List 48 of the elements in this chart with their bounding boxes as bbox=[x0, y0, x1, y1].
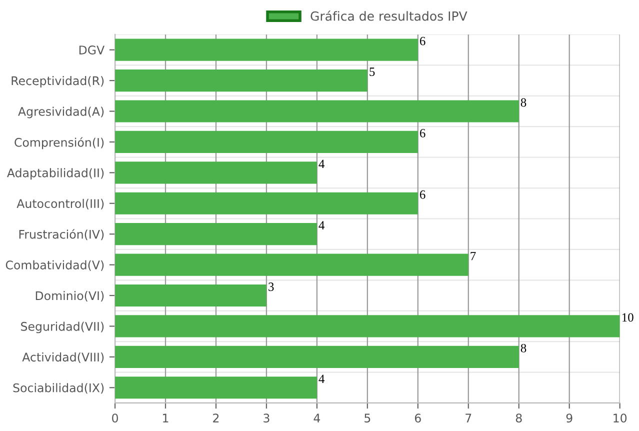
y-tick-label: Sociabilidad(IX) bbox=[13, 383, 104, 394]
y-tick-label: Adaptabilidad(II) bbox=[7, 168, 104, 180]
data-label: 8 bbox=[520, 98, 526, 107]
data-label: 6 bbox=[420, 36, 426, 46]
bar bbox=[115, 100, 519, 122]
data-label: 8 bbox=[520, 344, 526, 352]
bar bbox=[115, 223, 317, 246]
bar bbox=[115, 376, 317, 399]
bar bbox=[115, 130, 418, 154]
x-tick-label: 3 bbox=[264, 414, 270, 423]
data-label: 6 bbox=[420, 190, 426, 199]
legend-label: Gráfica de resultados IPV bbox=[310, 10, 468, 21]
bar bbox=[115, 315, 620, 338]
y-tick-label: Actividad(VIII) bbox=[22, 352, 104, 363]
y-tick-label: DGV bbox=[79, 46, 105, 54]
y-tick-label: Receptividad(R) bbox=[12, 76, 104, 88]
y-tick-label: Combatividad(V) bbox=[6, 260, 104, 271]
y-tick-label: Agresividad(A) bbox=[18, 106, 104, 118]
x-tick-label: 8 bbox=[516, 414, 522, 423]
data-label: 4 bbox=[318, 160, 325, 168]
data-label: 7 bbox=[470, 252, 476, 260]
x-tick-label: 10 bbox=[614, 414, 627, 423]
x-tick-label: 6 bbox=[414, 414, 421, 423]
x-tick-label: 5 bbox=[364, 414, 370, 423]
y-tick-label: Dominio(VI) bbox=[36, 291, 104, 302]
bar bbox=[115, 254, 468, 276]
x-tick-label: 0 bbox=[112, 414, 118, 423]
data-label: 3 bbox=[268, 282, 274, 291]
data-label: 10 bbox=[622, 313, 634, 322]
x-tick-label: 4 bbox=[314, 414, 320, 422]
x-tick-label: 7 bbox=[466, 414, 472, 422]
y-tick-label: Comprensión(I) bbox=[14, 137, 104, 150]
bar bbox=[115, 38, 418, 61]
bar bbox=[115, 69, 368, 92]
data-label: 6 bbox=[420, 129, 426, 138]
bar bbox=[115, 162, 317, 184]
data-label: 4 bbox=[318, 221, 325, 230]
x-tick-label: 2 bbox=[213, 414, 219, 422]
y-tick-label: Seguridad(VII) bbox=[21, 322, 104, 334]
x-tick-label: 9 bbox=[566, 414, 572, 423]
bar bbox=[115, 284, 266, 307]
x-tick-label: 1 bbox=[163, 414, 168, 422]
y-tick-label: Autocontrol(III) bbox=[16, 198, 104, 210]
data-label: 4 bbox=[318, 374, 325, 383]
data-label: 5 bbox=[370, 68, 375, 76]
bar bbox=[115, 192, 418, 214]
y-tick-label: Frustración(IV) bbox=[19, 229, 104, 240]
bar bbox=[115, 346, 519, 368]
